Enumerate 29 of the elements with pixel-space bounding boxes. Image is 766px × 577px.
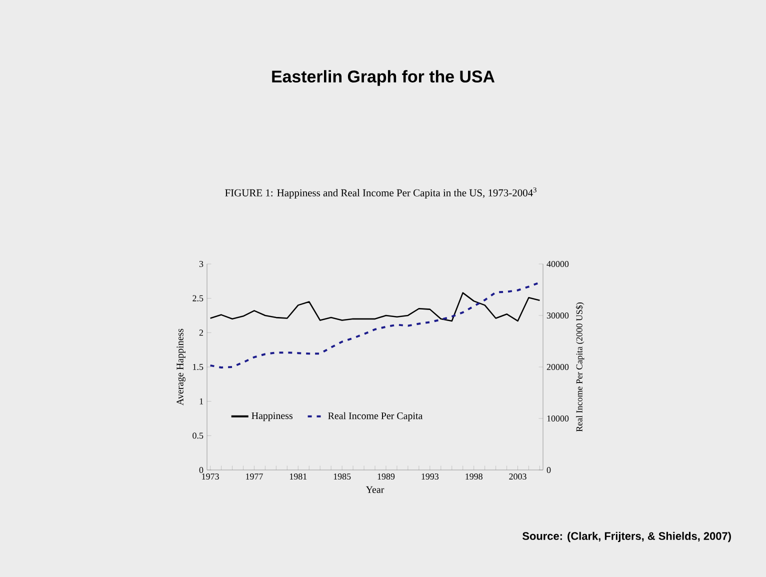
x-axis-title: Year [366,486,384,494]
y-axis-title: Average Happiness [176,328,186,406]
y-tick-label: 2 [199,330,203,336]
x-tick-label: 1981 [290,474,307,480]
x-tick-label: 1985 [334,474,351,480]
y2-axis-title: Real Income Per Capita (2000 US$) [576,302,584,432]
x-tick-label: 2003 [509,474,526,480]
y-tick-label: 0 [199,466,204,474]
x-tick-label: 1993 [422,474,439,480]
y-tick-label: 1 [200,398,203,404]
line-series [209,282,541,368]
x-tick-label: 1973 [202,474,219,480]
y-tick-label: 2.5 [192,295,204,302]
x-tick-label: 1989 [378,474,395,480]
x-tick-label: 1977 [246,474,263,480]
legend-label: Real Income Per Capita [328,412,423,422]
y2-tick-label: 40000 [546,260,569,268]
y-tick-label: 1.5 [193,364,204,370]
y2-tick-label: 10000 [547,415,569,422]
y2-tick-label: 30000 [546,312,569,319]
y2-tick-label: 0 [546,466,551,474]
y-tick-label: 0.5 [192,432,204,439]
y-tick-label: 3 [199,260,204,268]
y2-tick-label: 20000 [546,364,569,370]
chart-title: Easterlin Graph for the USA [272,70,495,86]
legend-label: Happiness [252,412,292,422]
source-note: Source: (Clark, Frijters, & Shields, 2007) [522,532,731,542]
x-tick-label: 1998 [466,474,482,480]
chart-subtitle: FIGURE 1: Happiness and Real Income Per Capita in the US, 1973-2004$^{3}$ [225,187,536,198]
